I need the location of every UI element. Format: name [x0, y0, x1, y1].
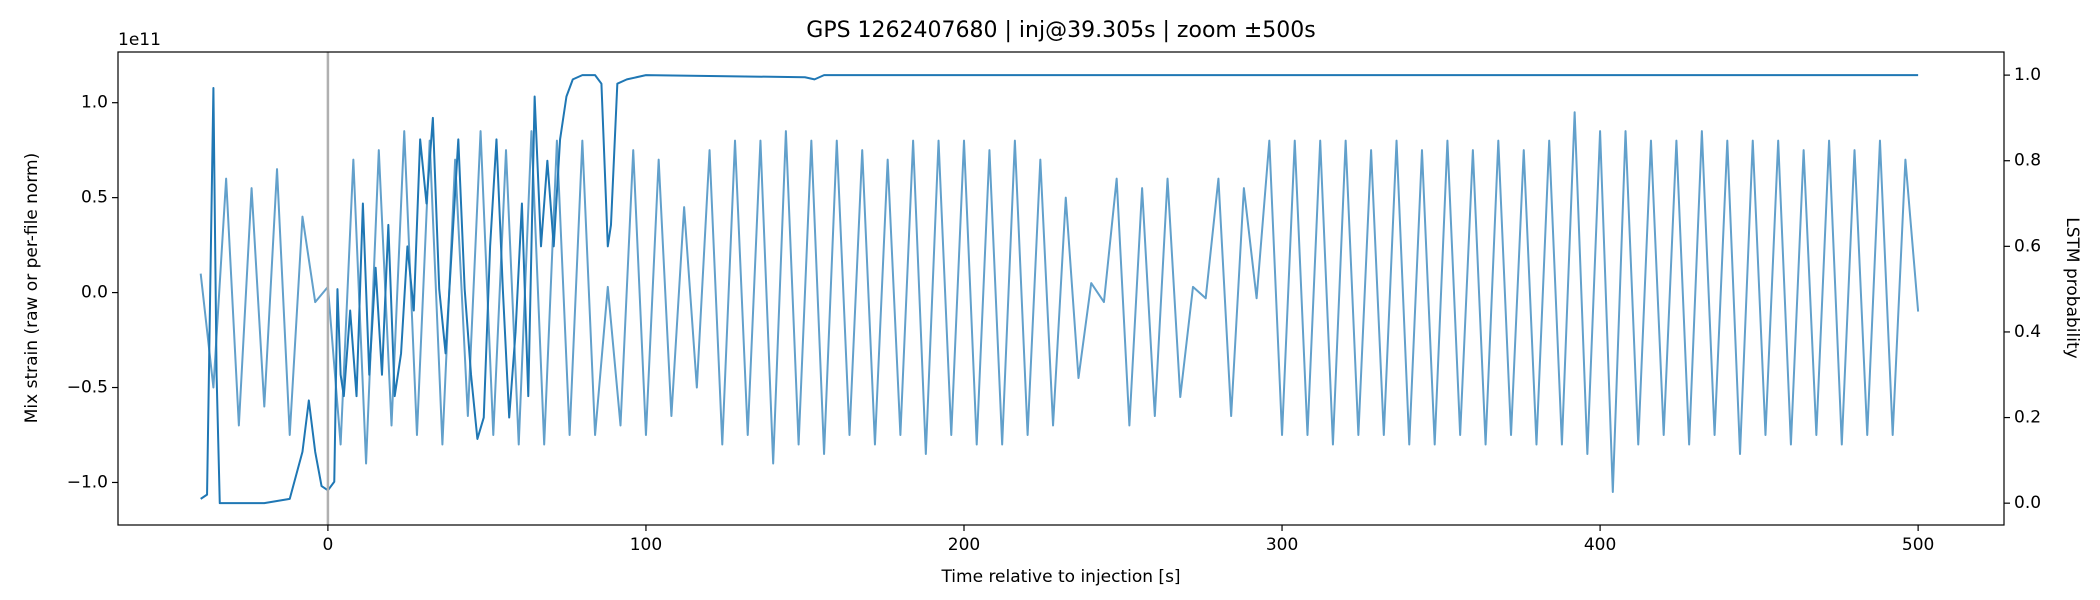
y-tick-label: 0.5: [81, 188, 108, 208]
data-line: [200, 74, 1919, 505]
y2-tick-label: 0.4: [2014, 322, 2041, 342]
y-offset-label: 1e11: [118, 30, 161, 50]
y2-tick-label: 1.0: [2014, 65, 2041, 85]
y-tick-label: 1.0: [81, 93, 108, 113]
chart-title: GPS 1262407680 | inj@39.305s | zoom ±500…: [806, 18, 1315, 43]
x-tick-label: 500: [1902, 535, 1934, 555]
x-tick-label: 100: [630, 535, 662, 555]
y-tick-label: −1.0: [67, 472, 108, 492]
y2-tick-label: 0.8: [2014, 151, 2041, 171]
y2-axis-label: LSTM probability: [2062, 217, 2082, 358]
data-line: [199, 111, 1920, 493]
x-tick-label: 300: [1266, 535, 1298, 555]
y-tick-label: −0.5: [67, 378, 108, 398]
y2-tick-label: 0.0: [2014, 493, 2041, 513]
y-axis-label: Mix strain (raw or per-file norm): [22, 153, 42, 423]
x-tick-label: 0: [322, 535, 333, 555]
y-tick-label: 0.0: [81, 283, 108, 303]
x-tick-label: 200: [948, 535, 980, 555]
x-axis-label: Time relative to injection [s]: [940, 567, 1180, 587]
y2-tick-label: 0.6: [2014, 236, 2041, 256]
y2-tick-label: 0.2: [2014, 408, 2041, 428]
x-tick-label: 400: [1584, 535, 1616, 555]
plot-frame: [117, 51, 2005, 526]
